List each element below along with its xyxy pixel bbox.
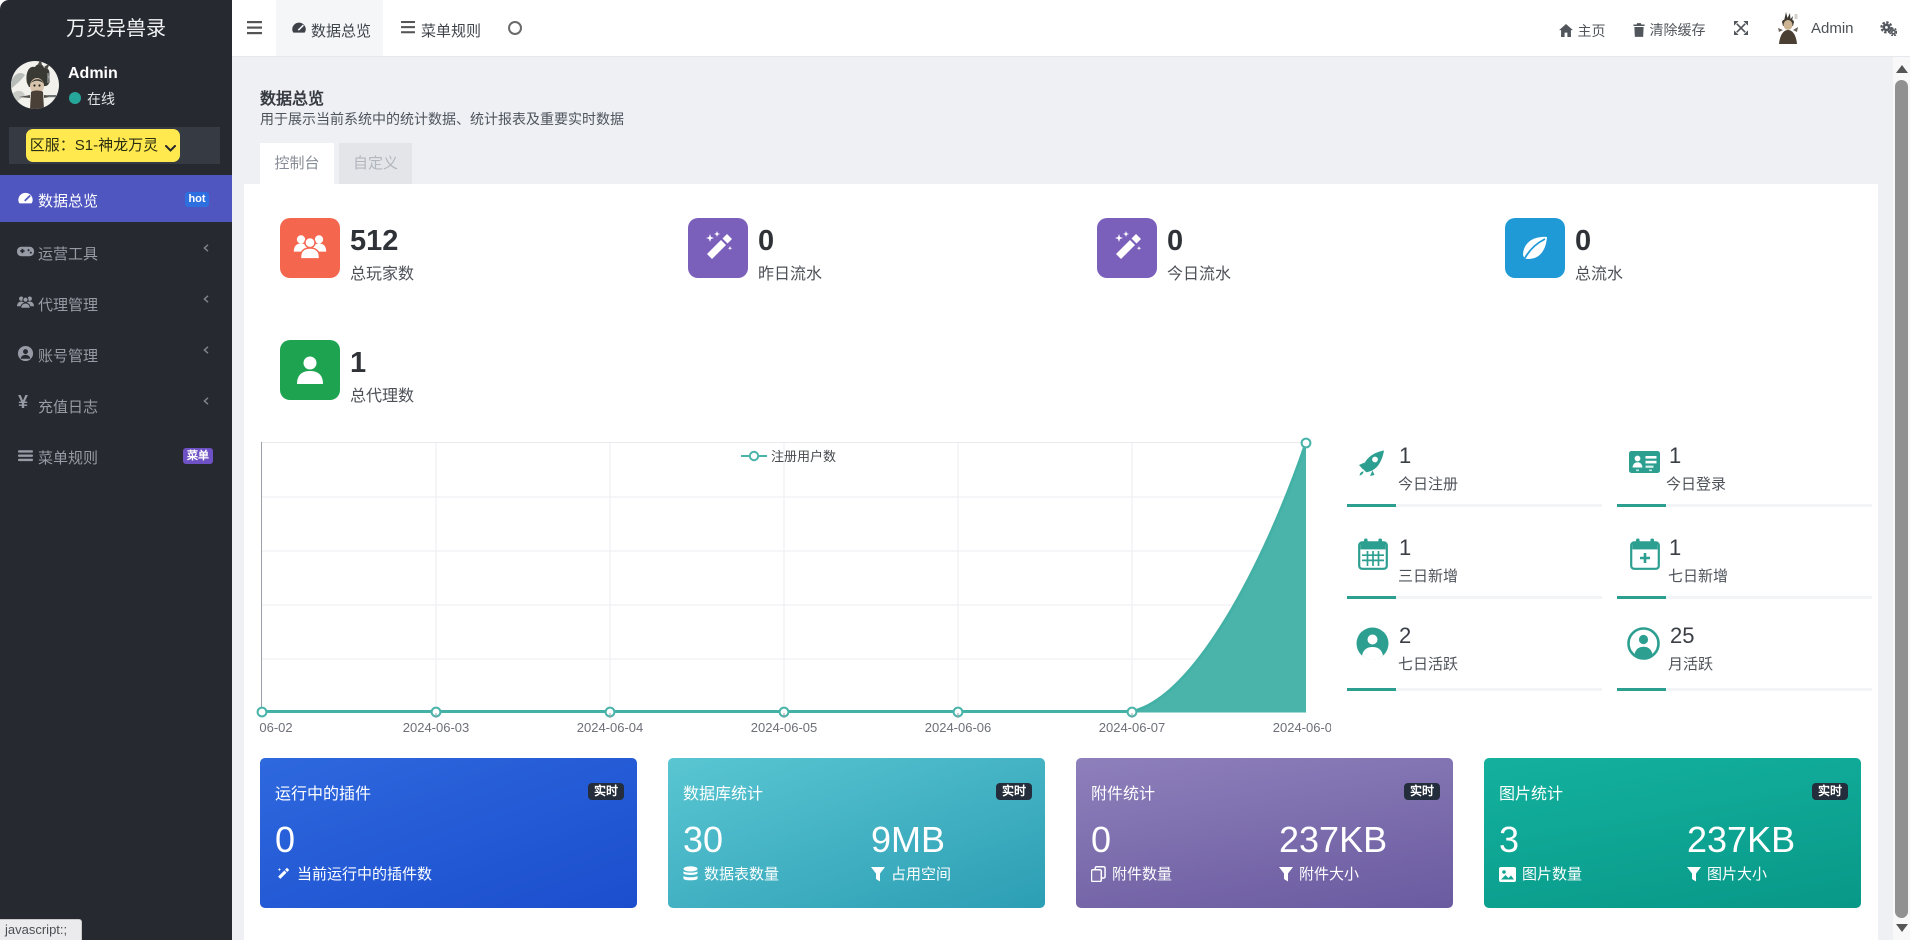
svg-text:2024-06-08: 2024-06-08 (1273, 720, 1331, 735)
svg-text:2024-06-03: 2024-06-03 (403, 720, 470, 735)
svg-text:2024-06-07: 2024-06-07 (1099, 720, 1166, 735)
svg-text:2024-06-04: 2024-06-04 (577, 720, 644, 735)
svg-text:2024-06-05: 2024-06-05 (751, 720, 818, 735)
svg-text:06-02: 06-02 (259, 720, 292, 735)
svg-text:2024-06-06: 2024-06-06 (925, 720, 992, 735)
